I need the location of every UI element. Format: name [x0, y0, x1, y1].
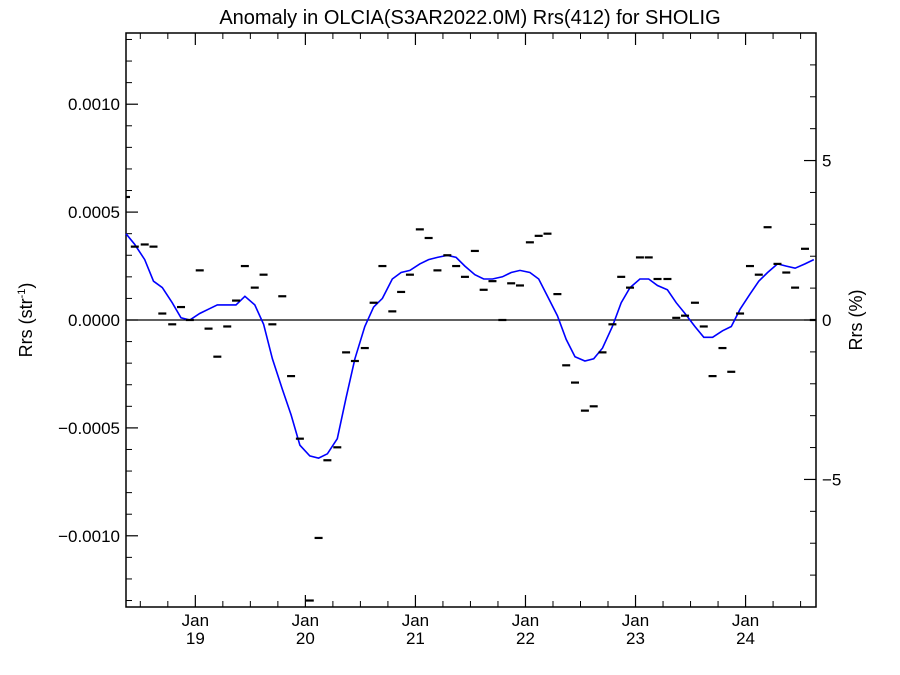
left-tick-label: 0.0000	[68, 311, 120, 330]
x-tick-year: 22	[516, 629, 535, 648]
left-tick-label: −0.0005	[58, 419, 120, 438]
x-tick-year: 21	[406, 629, 425, 648]
right-tick-label: −5	[822, 470, 841, 489]
chart-title: Anomaly in OLCIA(S3AR2022.0M) Rrs(412) f…	[219, 7, 720, 29]
right-tick-label: 0	[822, 311, 831, 330]
x-tick-year: 19	[186, 629, 205, 648]
left-tick-label: 0.0010	[68, 95, 120, 114]
x-tick-year: 24	[736, 629, 755, 648]
left-tick-label: −0.0010	[58, 527, 120, 546]
x-tick-year: 23	[626, 629, 645, 648]
x-tick-month: Jan	[732, 611, 759, 630]
x-tick-month: Jan	[622, 611, 649, 630]
left-axis-label: Rrs (str-1)	[16, 283, 36, 358]
right-tick-label: 5	[822, 152, 831, 171]
left-tick-label: 0.0005	[68, 203, 120, 222]
smoothed-line	[125, 233, 815, 459]
x-tick-year: 20	[296, 629, 315, 648]
x-tick-month: Jan	[292, 611, 319, 630]
right-axis-label: Rrs (%)	[846, 290, 866, 351]
x-tick-month: Jan	[512, 611, 539, 630]
monthly-anomaly-series	[126, 195, 816, 602]
x-tick-month: Jan	[402, 611, 429, 630]
smoothed-series	[125, 233, 815, 459]
x-tick-month: Jan	[182, 611, 209, 630]
left-y-axis: 0.0010 0.0005 0.0000 −0.0005 −0.0010	[58, 38, 138, 602]
